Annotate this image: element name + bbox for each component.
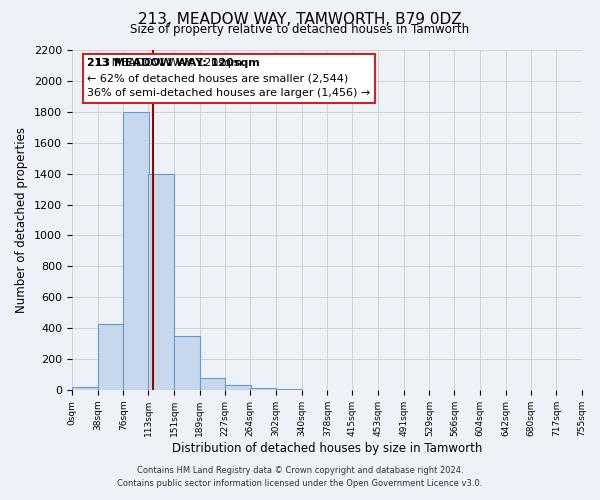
Text: Contains HM Land Registry data © Crown copyright and database right 2024.
Contai: Contains HM Land Registry data © Crown c… bbox=[118, 466, 482, 487]
Y-axis label: Number of detached properties: Number of detached properties bbox=[16, 127, 28, 313]
Text: 213, MEADOW WAY, TAMWORTH, B79 0DZ: 213, MEADOW WAY, TAMWORTH, B79 0DZ bbox=[138, 12, 462, 28]
Bar bbox=[148, 174, 174, 390]
Bar bbox=[174, 336, 200, 390]
Bar bbox=[124, 112, 149, 390]
Bar bbox=[250, 388, 276, 390]
Bar bbox=[98, 324, 124, 390]
Text: 213 MEADOW WAY: 120sqm: 213 MEADOW WAY: 120sqm bbox=[88, 58, 260, 68]
Bar bbox=[226, 386, 251, 390]
Bar bbox=[200, 378, 226, 390]
Text: Size of property relative to detached houses in Tamworth: Size of property relative to detached ho… bbox=[130, 22, 470, 36]
Bar bbox=[276, 389, 302, 390]
Text: 213 MEADOW WAY: 120sqm
← 62% of detached houses are smaller (2,544)
36% of semi-: 213 MEADOW WAY: 120sqm ← 62% of detached… bbox=[88, 58, 371, 98]
Bar bbox=[72, 387, 98, 390]
X-axis label: Distribution of detached houses by size in Tamworth: Distribution of detached houses by size … bbox=[172, 442, 482, 454]
